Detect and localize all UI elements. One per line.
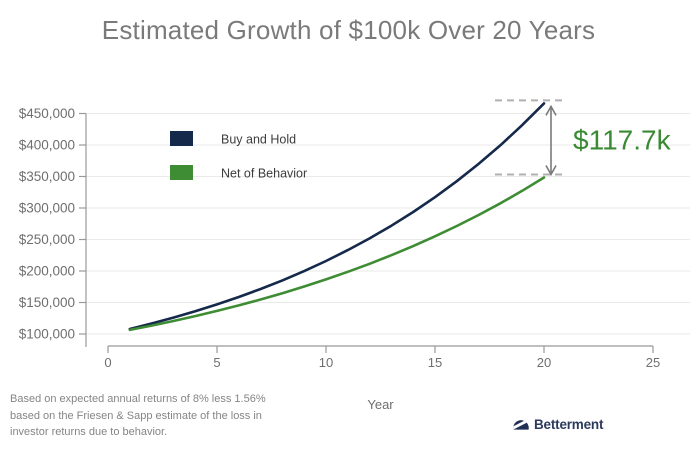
x-axis-title: Year	[367, 397, 394, 412]
betterment-dome-icon	[513, 420, 529, 430]
delta-annotation: $117.7k	[495, 99, 672, 177]
legend: Buy and Hold Net of Behavior	[170, 131, 307, 181]
x-tick-label: 5	[213, 355, 220, 370]
footnote: Based on expected annual returns of 8% l…	[10, 391, 266, 441]
growth-line-chart: $100,000 $150,000 $200,000 $250,000 $300,000…	[19, 99, 690, 370]
chart-title: Estimated Growth of $100k Over 20 Years	[101, 15, 596, 45]
x-tick-label: 0	[104, 355, 111, 370]
series-line-buy-and-hold	[128, 102, 546, 331]
y-tick-label: $150,000	[19, 295, 75, 310]
x-tick-label: 15	[428, 355, 442, 370]
legend-item-net-of-behavior: Net of Behavior	[170, 165, 307, 181]
legend-item-buy-and-hold: Buy and Hold	[170, 131, 296, 147]
footnote-line-2: based on the Friesen & Sapp estimate of …	[10, 409, 262, 422]
y-tick-label: $300,000	[19, 201, 75, 216]
footnote-line-1: Based on expected annual returns of 8% l…	[10, 393, 266, 405]
y-tick-label: $200,000	[19, 264, 75, 279]
betterment-logo: Betterment	[512, 415, 603, 433]
y-tick-label: $450,000	[19, 106, 75, 121]
legend-label: Buy and Hold	[221, 133, 296, 147]
legend-swatch	[170, 131, 193, 146]
y-tick-label: $350,000	[19, 169, 75, 184]
y-axis: $100,000 $150,000 $200,000 $250,000 $300,000…	[19, 106, 87, 347]
legend-swatch	[170, 165, 193, 180]
x-tick-label: 25	[646, 355, 660, 370]
x-tick-label: 20	[537, 355, 551, 370]
y-tick-label: $400,000	[19, 138, 75, 153]
y-tick-label: $250,000	[19, 232, 75, 247]
x-axis: 0 5 10 15 20 25	[104, 345, 660, 370]
y-tick-label: $100,000	[19, 327, 75, 342]
delta-value-label: $117.7k	[573, 124, 672, 155]
series-line-net-of-behavior	[128, 176, 546, 332]
x-tick-label: 10	[319, 355, 333, 370]
legend-label: Net of Behavior	[221, 167, 307, 181]
footnote-line-3: investor returns due to behavior.	[10, 426, 168, 438]
betterment-wordmark: Betterment	[534, 416, 604, 432]
